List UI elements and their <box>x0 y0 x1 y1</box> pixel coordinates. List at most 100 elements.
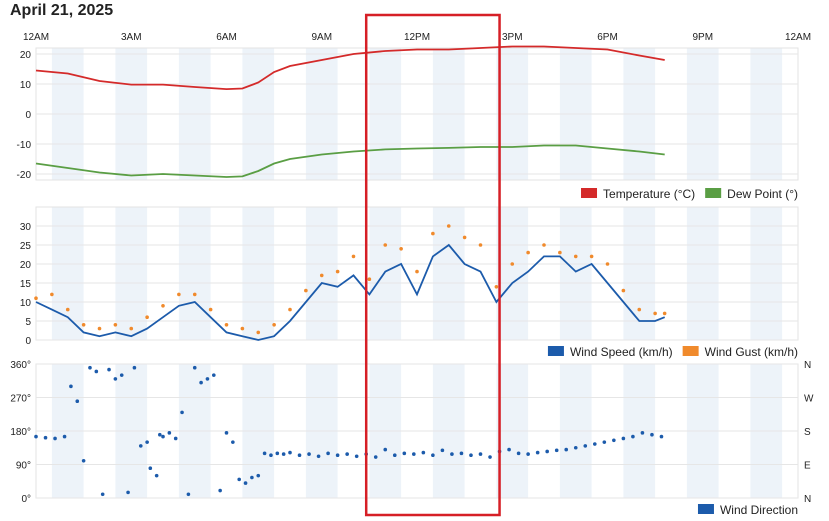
time-label: 12PM <box>404 32 430 43</box>
wind-gust-point <box>288 307 292 312</box>
wind-gust-point <box>510 262 515 266</box>
chart-panel-1: 20 10 0 -10 -20 Dew Point (°) Temperature (°C) <box>17 45 799 201</box>
legend-swatch <box>705 188 722 198</box>
wind-direction-point <box>488 455 492 459</box>
wind-gust-point <box>97 326 102 331</box>
wind-direction-point <box>69 384 73 389</box>
wind-gust-point <box>662 311 667 316</box>
wind-gust-point <box>621 288 626 293</box>
y-tick-label: 0 <box>25 110 31 121</box>
legend-label: Dew Point (°) <box>727 187 798 201</box>
wind-direction-point <box>516 451 521 456</box>
legend-swatch <box>682 346 699 356</box>
background-band <box>305 207 338 340</box>
wind-direction-point <box>180 410 184 415</box>
highlight-box <box>364 13 501 517</box>
wind-gust-point <box>446 224 451 228</box>
wind-direction-point <box>186 492 191 497</box>
y-tick-label: 10 <box>20 298 32 309</box>
y-tick-label: 360° <box>10 360 31 371</box>
wind-direction-point <box>602 440 607 444</box>
wind-direction-point <box>450 452 454 456</box>
time-label: 6AM <box>216 32 237 43</box>
wind-direction-point <box>275 451 280 456</box>
wind-direction-point <box>113 377 118 381</box>
wind-direction-point <box>256 473 261 478</box>
y-tick-label: 5 <box>25 317 31 328</box>
wind-direction-point <box>81 458 86 463</box>
wind-gust-point <box>367 277 372 282</box>
wind-direction-point <box>631 434 635 439</box>
wind-gust-point <box>637 307 642 312</box>
background-band <box>178 207 211 340</box>
compass-label: E <box>804 461 811 472</box>
wind-direction-point <box>593 442 597 446</box>
y-tick-label: 30 <box>20 222 32 233</box>
wind-gust-point <box>573 254 578 259</box>
series-wind-gust-km-h <box>34 224 667 335</box>
wind-gust-point <box>65 307 70 312</box>
y-tick-label: 270° <box>10 394 31 405</box>
wind-direction-point <box>269 453 273 457</box>
wind-direction-point <box>297 453 302 457</box>
wind-direction-point <box>94 369 99 374</box>
y-tick-label: -10 <box>17 140 32 151</box>
wind-direction-point <box>173 436 178 441</box>
wind-direction-point <box>161 434 165 439</box>
wind-direction-point <box>440 448 445 453</box>
time-label: 12AM <box>23 32 49 43</box>
legend-label: Wind Direction <box>720 503 798 517</box>
series-temperature-c <box>35 45 665 91</box>
time-label: 12AM <box>785 32 811 43</box>
wind-gust-point <box>494 285 499 289</box>
wind-gust-point <box>558 250 562 255</box>
series-dew-point <box>35 144 665 178</box>
wind-gust-point <box>653 311 657 316</box>
wind-direction-point <box>545 449 549 454</box>
y-tick-label: 15 <box>20 279 32 290</box>
wind-direction-point <box>43 435 48 440</box>
wind-gust-point <box>50 292 54 297</box>
background-band <box>432 207 465 340</box>
wind-gust-point <box>319 273 324 278</box>
wind-gust-point <box>129 326 134 331</box>
wind-direction-point <box>167 431 172 435</box>
wind-direction-point <box>243 481 248 485</box>
y-tick-label: -20 <box>17 170 32 181</box>
wind-gust-point <box>589 254 594 259</box>
compass-label: W <box>804 394 814 405</box>
y-tick-label: 0° <box>21 494 31 505</box>
wind-direction-point <box>250 475 254 480</box>
legend-label: Wind Speed (km/h) <box>570 345 673 359</box>
time-label: 3PM <box>502 32 523 43</box>
wind-gust-point <box>542 243 546 247</box>
background-band <box>559 207 592 340</box>
compass-label: N <box>804 494 811 505</box>
legend-label: Wind Gust (km/h) <box>705 345 798 359</box>
wind-direction-point <box>218 488 222 493</box>
wind-direction-point <box>231 440 235 444</box>
series-wind-direction <box>34 365 664 497</box>
wind-direction-point <box>88 365 92 370</box>
time-label: 3AM <box>121 32 142 43</box>
wind-direction-point <box>345 452 349 456</box>
y-tick-label: 0 <box>25 336 31 347</box>
wind-direction-point <box>199 380 203 385</box>
wind-gust-point <box>351 254 356 259</box>
y-tick-label: 20 <box>20 260 32 271</box>
wind-direction-point <box>526 452 530 456</box>
wind-gust-point <box>605 262 610 266</box>
time-label: 9AM <box>311 32 332 43</box>
background-band <box>242 207 275 340</box>
wind-direction-point <box>212 373 216 377</box>
wind-gust-point <box>431 231 435 236</box>
page-title: April 21, 2025 <box>10 2 114 19</box>
wind-direction-point <box>659 434 664 439</box>
time-axis-labels: 12AM 3AM 6AM 9AM 12PM 3PM 6PM 9PM 12AM <box>23 32 811 43</box>
background-band <box>115 207 148 340</box>
wind-direction-point <box>107 367 111 372</box>
background-band <box>369 207 402 340</box>
wind-direction-point <box>373 455 378 459</box>
wind-direction-point <box>262 451 267 456</box>
